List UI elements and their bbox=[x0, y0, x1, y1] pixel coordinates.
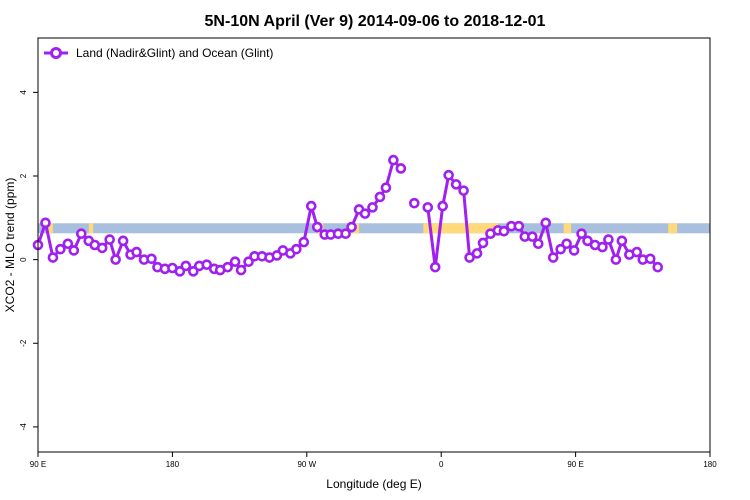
land-band-segment bbox=[48, 223, 53, 234]
land-ocean-band bbox=[38, 223, 710, 234]
x-tick-label: 90 W bbox=[297, 460, 316, 469]
data-point bbox=[540, 217, 552, 229]
data-point bbox=[180, 260, 192, 272]
axes: 90 E 180 90 W 0 90 E 180 -4 -2 0 2 4 bbox=[19, 90, 717, 469]
x-tick-label: 90 E bbox=[567, 460, 583, 469]
data-point bbox=[422, 202, 434, 213]
data-point bbox=[576, 228, 587, 240]
y-tick-label: 4 bbox=[19, 90, 28, 95]
land-band-segment bbox=[668, 223, 678, 234]
data-point bbox=[532, 238, 544, 250]
y-tick-label: 2 bbox=[19, 173, 28, 178]
data-point bbox=[458, 185, 469, 196]
data-point bbox=[229, 256, 241, 268]
data-point bbox=[340, 228, 351, 240]
data-point bbox=[450, 179, 462, 190]
data-point bbox=[104, 234, 115, 245]
data-point bbox=[409, 197, 420, 209]
data-point bbox=[652, 261, 664, 273]
data-point bbox=[298, 236, 310, 248]
data-point bbox=[429, 261, 441, 273]
data-point bbox=[513, 220, 525, 232]
data-point bbox=[367, 202, 378, 213]
data-point bbox=[359, 208, 371, 219]
series-line bbox=[426, 173, 659, 269]
data-point bbox=[68, 245, 80, 256]
data-point bbox=[374, 191, 386, 203]
y-tick-label: -2 bbox=[19, 339, 28, 347]
y-tick-label: 0 bbox=[19, 257, 28, 262]
data-point bbox=[291, 243, 302, 255]
data-point bbox=[76, 228, 87, 240]
data-point bbox=[55, 243, 66, 255]
data-point bbox=[568, 245, 580, 256]
data-point bbox=[603, 234, 614, 245]
chart-title: 5N-10N April (Ver 9) 2014-09-06 to 2018-… bbox=[205, 13, 546, 30]
legend: Land (Nadir&Glint) and Ocean (Glint) bbox=[44, 46, 273, 60]
data-point bbox=[526, 231, 538, 242]
data-point bbox=[117, 235, 129, 247]
data-point bbox=[201, 259, 213, 270]
data-point bbox=[437, 200, 448, 212]
x-tick-label: 180 bbox=[703, 460, 717, 469]
ocean-band bbox=[38, 223, 710, 234]
data-point bbox=[610, 254, 622, 265]
series-line bbox=[36, 158, 402, 273]
data-point bbox=[616, 235, 628, 247]
data-point bbox=[388, 154, 399, 166]
data-point bbox=[464, 252, 475, 263]
data-point bbox=[346, 221, 357, 233]
data-point bbox=[62, 238, 74, 250]
plot-frame bbox=[37, 37, 711, 453]
y-axis-label: XCO2 - MLO trend (ppm) bbox=[3, 178, 17, 313]
data-point bbox=[380, 182, 392, 194]
data-point bbox=[131, 246, 142, 258]
data-point bbox=[222, 261, 233, 273]
data-point bbox=[110, 254, 121, 265]
data-point bbox=[443, 169, 454, 181]
data-point bbox=[40, 217, 51, 229]
data-point bbox=[547, 252, 559, 263]
data-point bbox=[644, 253, 656, 265]
data-point bbox=[146, 253, 157, 265]
land-band-segment bbox=[88, 223, 94, 234]
data-point bbox=[498, 225, 510, 237]
data-point bbox=[47, 252, 59, 263]
data-point bbox=[96, 242, 108, 254]
y-tick-label: -4 bbox=[19, 423, 28, 431]
series-layer bbox=[32, 154, 664, 277]
data-point bbox=[597, 241, 608, 253]
data-point bbox=[631, 246, 643, 258]
data-point bbox=[477, 237, 489, 249]
x-tick-label: 180 bbox=[166, 460, 180, 469]
data-point bbox=[305, 200, 317, 212]
x-tick-label: 90 E bbox=[30, 460, 46, 469]
data-point bbox=[471, 248, 483, 259]
legend-label: Land (Nadir&Glint) and Ocean (Glint) bbox=[76, 46, 273, 60]
data-point bbox=[582, 235, 593, 247]
x-axis-label: Longitude (deg E) bbox=[326, 477, 421, 491]
land-band-segment bbox=[563, 223, 572, 234]
data-point bbox=[561, 238, 572, 250]
data-point bbox=[311, 221, 323, 233]
data-point bbox=[235, 264, 247, 276]
legend-marker bbox=[50, 47, 62, 59]
data-point bbox=[395, 163, 407, 174]
land-band-segment bbox=[423, 223, 498, 234]
x-tick-label: 0 bbox=[439, 460, 444, 469]
